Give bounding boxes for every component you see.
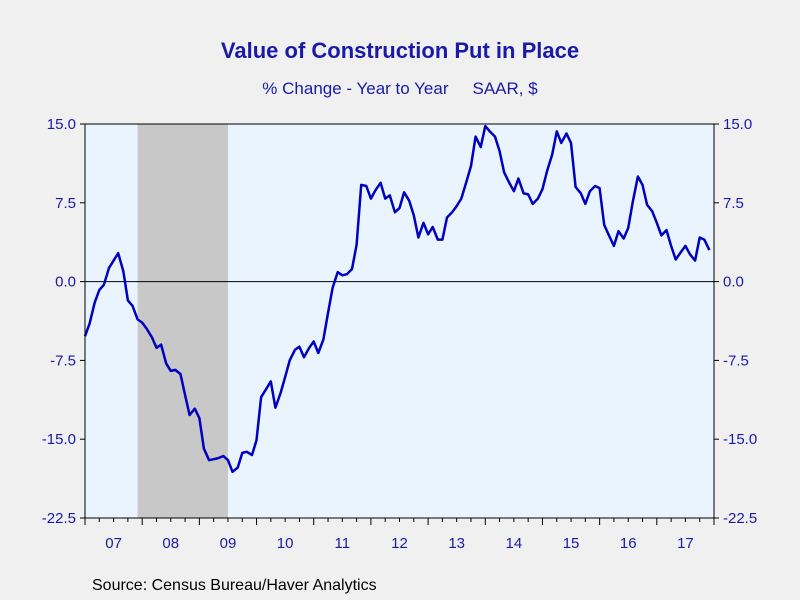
x-tick-label: 11 (335, 535, 351, 552)
chart-title: Value of Construction Put in Place (220, 38, 580, 63)
x-tick-label: 07 (105, 535, 122, 552)
x-tick-label: 12 (391, 535, 408, 552)
y-axis-left: 15.0 7.5 0.0 -7.5 -15.0 -22.5 (42, 116, 85, 527)
x-tick-label: 15 (563, 535, 580, 552)
y-tick-label-left: -7.5 (50, 352, 76, 369)
series-line (83, 124, 711, 474)
y-tick-label-left: 7.5 (55, 195, 76, 212)
y-tick-label-right: -22.5 (723, 510, 757, 527)
x-tick-label: 08 (162, 535, 179, 552)
y-tick-label-right: 7.5 (723, 195, 744, 212)
y-tick-label-right: 0.0 (723, 274, 744, 291)
y-tick-label-left: 15.0 (47, 116, 76, 133)
x-tick-label: 16 (620, 535, 637, 552)
x-tick-label: 10 (277, 535, 294, 552)
y-axis-right: 15.0 7.5 0.0 -7.5 -15.0 -22.5 (714, 116, 757, 527)
chart-canvas: 15.0 7.5 0.0 -7.5 -15.0 -22.5 15.0 7.5 0.0 -7.5 -… (42, 116, 757, 552)
y-tick-label-left: -22.5 (42, 510, 76, 527)
y-tick-label-right: -15.0 (723, 431, 757, 448)
x-tick-label: 09 (220, 535, 237, 552)
recession-band (137, 124, 228, 518)
y-tick-label-left: 0.0 (55, 274, 76, 291)
chart-source: Source: Census Bureau/Haver Analytics (92, 577, 377, 594)
x-tick-label: 13 (448, 535, 465, 552)
subtitle-units: SAAR, $ (472, 79, 538, 98)
y-tick-label-right: -7.5 (723, 352, 749, 369)
x-tick-label: 14 (506, 535, 523, 552)
x-axis: 07 08 09 10 11 12 13 14 15 16 17 (84, 518, 715, 552)
y-tick-label-left: -15.0 (42, 431, 76, 448)
x-tick-label: 17 (677, 535, 694, 552)
chart-subtitle: % Change - Year to Year SAAR, $ (0, 79, 800, 99)
y-tick-label-right: 15.0 (723, 116, 752, 133)
subtitle-measure: % Change - Year to Year (262, 79, 449, 98)
